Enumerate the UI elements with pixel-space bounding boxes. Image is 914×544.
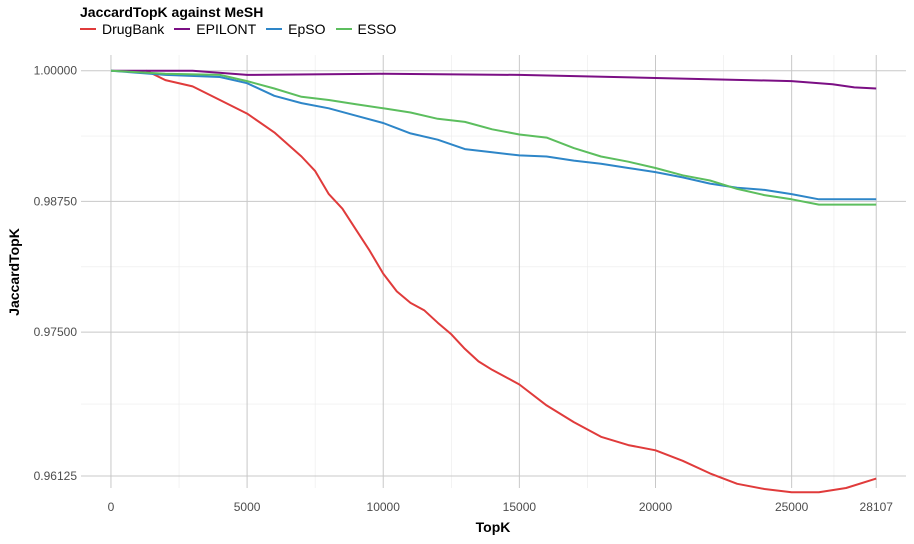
- grid-major: [81, 55, 906, 488]
- x-tick-labels: 0 5000 10000 15000 20000 25000 28107: [108, 500, 894, 514]
- legend-title: JaccardTopK against MeSH: [80, 4, 264, 20]
- y-axis-title: JaccardTopK: [6, 228, 22, 316]
- legend: JaccardTopK against MeSH DrugBank EPILON…: [80, 4, 406, 37]
- legend-label-drugbank: DrugBank: [102, 21, 165, 37]
- y-tick-label-1: 0.97500: [34, 325, 78, 339]
- legend-label-epso: EpSO: [288, 21, 326, 37]
- x-tick-label-4: 20000: [639, 500, 673, 514]
- legend-label-esso: ESSO: [357, 21, 397, 37]
- legend-items: DrugBank EPILONT EpSO ESSO: [80, 21, 406, 37]
- series-layer: [110, 69, 877, 494]
- legend-item-epilont: EPILONT: [174, 21, 256, 37]
- y-tick-label-0: 0.96125: [34, 469, 78, 483]
- x-axis-title: TopK: [476, 519, 511, 535]
- legend-label-epilont: EPILONT: [196, 21, 257, 37]
- legend-key-epilont: [174, 28, 191, 30]
- x-tick-label-5: 25000: [775, 500, 809, 514]
- y-tick-label-3: 1.00000: [34, 64, 78, 78]
- legend-item-esso: ESSO: [335, 21, 397, 37]
- y-tick-label-2: 0.98750: [34, 194, 78, 208]
- series-line-epilont: [111, 69, 877, 90]
- x-tick-label-1: 5000: [234, 500, 261, 514]
- legend-item-epso: EpSO: [266, 21, 326, 37]
- legend-key-esso: [335, 28, 352, 30]
- y-tick-labels: 0.96125 0.97500 0.98750 1.00000: [34, 64, 78, 483]
- x-tick-label-2: 10000: [367, 500, 401, 514]
- legend-key-epso: [266, 28, 283, 30]
- x-tick-label-0: 0: [108, 500, 115, 514]
- series-line-epso: [110, 69, 877, 201]
- legend-item-drugbank: DrugBank: [80, 21, 164, 37]
- series-line-drugbank: [145, 69, 877, 494]
- series-line-esso: [110, 69, 877, 206]
- x-tick-label-6: 28107: [860, 500, 894, 514]
- grid-minor: [81, 55, 906, 488]
- legend-key-drugbank: [80, 28, 96, 30]
- x-tick-label-3: 15000: [503, 500, 537, 514]
